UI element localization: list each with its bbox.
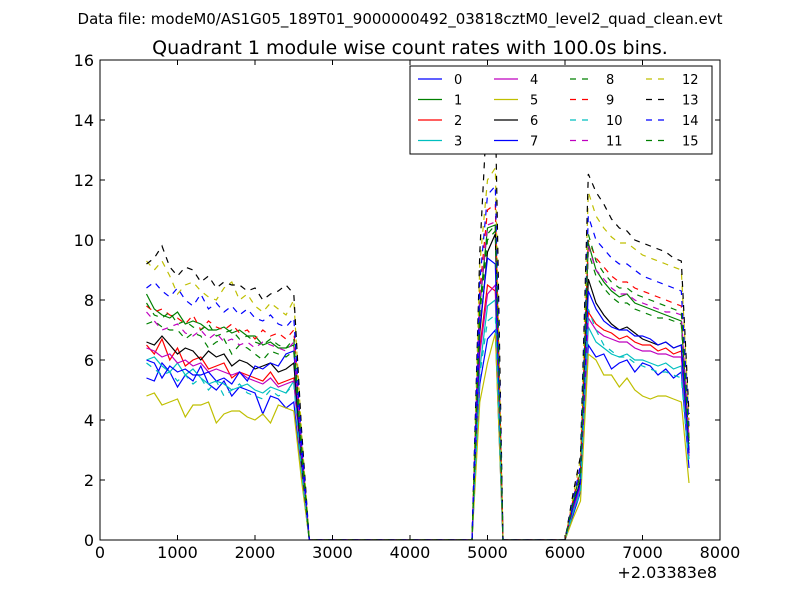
y-tick-label: 0 xyxy=(84,531,94,550)
legend-frame xyxy=(409,65,713,155)
series-line-8 xyxy=(146,229,690,540)
chart-title: Quadrant 1 module wise count rates with … xyxy=(152,37,668,59)
legend-label-2: 2 xyxy=(454,114,462,129)
legend-label-14: 14 xyxy=(682,114,699,129)
series-line-6 xyxy=(146,233,690,540)
legend-label-8: 8 xyxy=(606,73,614,88)
y-tick-label: 8 xyxy=(84,291,94,310)
legend-label-13: 13 xyxy=(682,94,699,109)
x-tick-label: 5000 xyxy=(467,543,508,562)
legend-label-3: 3 xyxy=(454,135,462,150)
legend-label-0: 0 xyxy=(454,73,462,88)
series-line-12 xyxy=(146,166,690,540)
y-tick-label: 10 xyxy=(74,231,94,250)
series-line-7 xyxy=(146,256,690,540)
legend-label-12: 12 xyxy=(682,73,699,88)
series-line-0 xyxy=(146,328,690,540)
x-axis: 0 1000 2000 3000 4000 5000 6000 7000 8000 xyxy=(95,60,740,562)
x-tick-label: 3000 xyxy=(312,543,353,562)
legend-label-6: 6 xyxy=(530,114,538,129)
series-line-13 xyxy=(146,100,690,540)
y-tick-label: 16 xyxy=(74,51,94,70)
x-tick-label: 4000 xyxy=(390,543,431,562)
series-layer xyxy=(145,100,690,540)
x-tick-label: 8000 xyxy=(700,543,741,562)
y-tick-label: 14 xyxy=(74,111,94,130)
x-tick-label: 6000 xyxy=(545,543,586,562)
series-line-15 xyxy=(145,223,690,540)
x-axis-offset-label: +2.03383e8 xyxy=(617,563,717,582)
x-tick-label: 7000 xyxy=(622,543,663,562)
legend-label-15: 15 xyxy=(682,135,699,150)
x-tick-label: 0 xyxy=(95,543,105,562)
legend-label-9: 9 xyxy=(606,94,614,109)
legend-label-1: 1 xyxy=(454,94,462,109)
series-line-3 xyxy=(146,298,690,540)
legend-label-5: 5 xyxy=(530,94,538,109)
y-tick-label: 6 xyxy=(84,351,94,370)
legend-label-10: 10 xyxy=(606,114,623,129)
series-line-1 xyxy=(145,224,690,540)
series-line-5 xyxy=(146,332,690,540)
x-tick-label: 2000 xyxy=(235,543,276,562)
figure-suptitle: Data file: modeM0/AS1G05_189T01_90000004… xyxy=(78,10,723,29)
y-tick-label: 2 xyxy=(84,471,94,490)
y-tick-label: 12 xyxy=(74,171,94,190)
plot-area xyxy=(145,100,690,540)
x-tick-label: 1000 xyxy=(157,543,198,562)
legend-label-4: 4 xyxy=(530,73,538,88)
legend-label-11: 11 xyxy=(606,135,623,150)
series-line-9 xyxy=(146,202,690,540)
legend-label-7: 7 xyxy=(530,135,538,150)
series-line-4 xyxy=(146,283,690,540)
series-line-2 xyxy=(146,283,690,540)
y-tick-label: 4 xyxy=(84,411,94,430)
series-line-11 xyxy=(146,221,690,540)
